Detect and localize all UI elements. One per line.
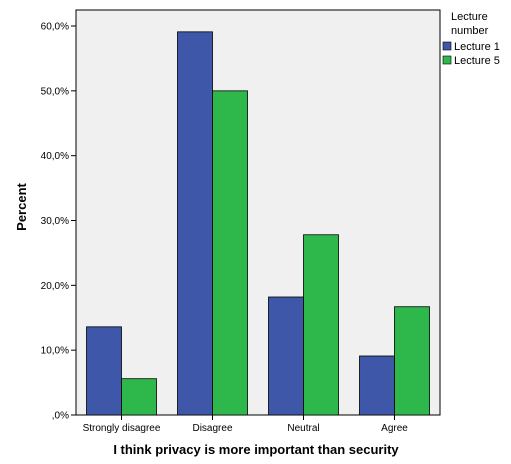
legend-title-line-2: number [451, 25, 489, 37]
legend-title-line-1: Lecture [451, 11, 488, 23]
y-axis-title: Percent [14, 182, 29, 230]
x-tick-label: Strongly disagree [83, 423, 161, 434]
y-tick-label: 60,0% [41, 22, 69, 33]
plot-area [75, 9, 441, 416]
x-axis-title: I think privacy is more important than s… [113, 442, 399, 457]
y-tick-label: ,0% [52, 411, 69, 422]
legend-swatch [442, 55, 452, 65]
legend-swatch [442, 41, 452, 51]
x-tick-label: Neutral [287, 423, 319, 434]
bar-lecture-1-agree [359, 355, 395, 416]
bar-lecture-5-neutral [303, 234, 339, 416]
x-tick-label: Agree [381, 423, 408, 434]
y-tick-label: 50,0% [41, 86, 69, 97]
y-axis-ticks: ,0% 10,0% 20,0% 30,0% 40,0% 50,0% 60,0% [41, 22, 76, 422]
y-tick-label: 40,0% [41, 151, 69, 162]
bar-lecture-1-disagree [177, 31, 213, 416]
x-tick-label: Disagree [192, 423, 232, 434]
legend: Lecture number Lecture 1 Lecture 5 [442, 11, 500, 67]
bar-lecture-5-strongly-disagree [121, 378, 157, 416]
y-tick-label: 10,0% [41, 346, 69, 357]
x-axis-ticks: Strongly disagree Disagree Neutral Agree [83, 415, 408, 434]
bar-lecture-1-strongly-disagree [86, 326, 122, 416]
y-tick-label: 30,0% [41, 216, 69, 227]
y-tick-label: 20,0% [41, 281, 69, 292]
bar-lecture-5-disagree [212, 90, 248, 416]
bar-lecture-5-agree [394, 306, 430, 416]
legend-label: Lecture 1 [454, 41, 500, 53]
bar-lecture-1-neutral [268, 296, 304, 416]
legend-label: Lecture 5 [454, 55, 500, 67]
legend-items: Lecture 1 Lecture 5 [442, 41, 500, 67]
bars [86, 31, 430, 416]
